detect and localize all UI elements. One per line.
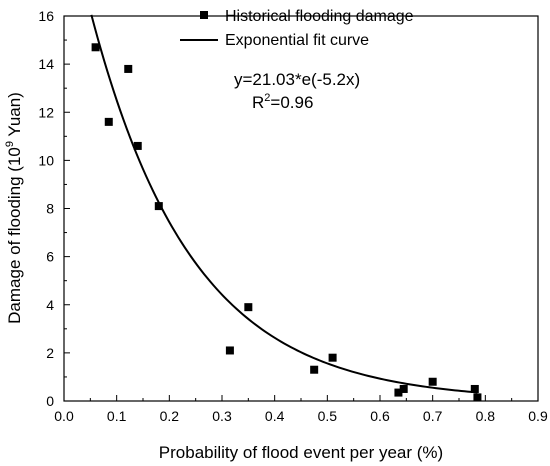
r-squared-value: =0.96 <box>270 93 313 112</box>
x-tick-label: 0.1 <box>107 408 127 424</box>
x-tick-label: 0.2 <box>160 408 180 424</box>
x-tick-label: 0.6 <box>370 408 390 424</box>
data-points <box>91 43 482 402</box>
r-squared-prefix: R <box>252 93 264 112</box>
data-point <box>399 384 408 393</box>
x-axis: 0.0 0.1 0.2 0.3 0.4 0.5 0.6 0.7 0.8 0.9 <box>54 395 548 424</box>
y-tick-label: 6 <box>46 249 54 265</box>
x-tick-label: 0.7 <box>423 408 443 424</box>
data-point <box>91 43 100 52</box>
y-tick-label: 4 <box>46 297 54 313</box>
y-tick-label: 16 <box>38 8 54 24</box>
legend-label-historical: Historical flooding damage <box>225 8 414 25</box>
legend: Historical flooding damage Exponential f… <box>180 8 414 49</box>
x-tick-label: 0.4 <box>265 408 285 424</box>
y-tick-label: 14 <box>38 56 54 72</box>
x-axis-title: Probability of flood event per year (%) <box>159 443 443 462</box>
x-tick-label: 0.3 <box>212 408 232 424</box>
r-squared-superscript: 2 <box>264 92 270 104</box>
x-tick-label: 0.9 <box>528 408 548 424</box>
y-tick-label: 12 <box>38 104 54 120</box>
y-axis: 0 2 4 6 8 10 12 14 16 <box>38 8 70 409</box>
data-point <box>225 346 234 355</box>
data-point <box>394 388 403 397</box>
exponential-fit-curve <box>90 14 478 394</box>
y-tick-label: 8 <box>46 201 54 217</box>
y-axis-title-superscript: 9 <box>4 141 16 147</box>
y-tick-label: 0 <box>46 393 54 409</box>
data-point <box>328 353 337 362</box>
y-tick-label: 10 <box>38 152 54 168</box>
x-tick-label: 0.8 <box>476 408 496 424</box>
data-point <box>133 141 142 150</box>
x-tick-label: 0.0 <box>54 408 74 424</box>
y-axis-title-main: Damage of flooding (10 <box>5 147 24 324</box>
x-tick-label: 0.5 <box>318 408 338 424</box>
fit-annotation: y=21.03*e(-5.2x) R2=0.96 <box>234 70 360 112</box>
y-axis-title-tail: Yuan) <box>5 92 24 141</box>
y-tick-label: 2 <box>46 345 54 361</box>
data-point <box>104 117 113 126</box>
data-point <box>244 303 253 312</box>
y-axis-title: Damage of flooding (109 Yuan) <box>4 92 24 324</box>
fit-equation: y=21.03*e(-5.2x) <box>234 70 360 89</box>
data-point <box>310 365 319 374</box>
legend-marker-square <box>200 11 208 19</box>
data-point <box>124 64 133 73</box>
legend-label-fit: Exponential fit curve <box>225 32 369 49</box>
data-point <box>470 384 479 393</box>
data-point <box>473 393 482 402</box>
data-point <box>428 377 437 386</box>
data-point <box>154 202 163 211</box>
r-squared: R2=0.96 <box>252 92 313 112</box>
